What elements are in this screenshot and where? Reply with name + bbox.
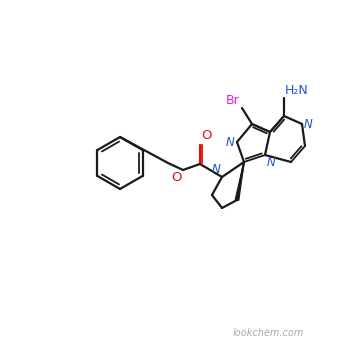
Text: lookchem.com: lookchem.com xyxy=(232,328,304,338)
Text: O: O xyxy=(201,129,211,142)
Text: O: O xyxy=(171,171,182,184)
Text: H₂N: H₂N xyxy=(285,84,309,97)
Text: Br: Br xyxy=(226,94,240,107)
Text: N: N xyxy=(225,135,234,149)
Text: N: N xyxy=(267,156,276,169)
Polygon shape xyxy=(235,162,244,200)
Text: N: N xyxy=(304,117,313,131)
Text: N: N xyxy=(211,163,220,176)
